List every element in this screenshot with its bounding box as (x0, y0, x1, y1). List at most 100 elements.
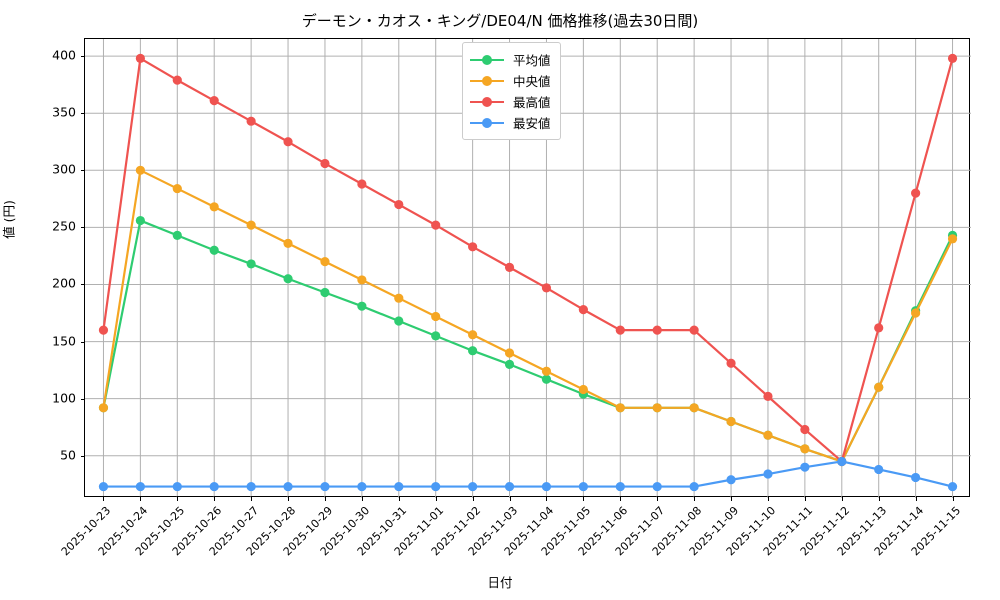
chart-legend: 平均値中央値最高値最安値 (462, 42, 561, 140)
data-point-marker (947, 234, 958, 244)
y-tick-label: 300 (52, 161, 76, 177)
x-tick-mark (435, 496, 437, 501)
x-tick-mark (140, 496, 142, 501)
data-point-marker (911, 308, 921, 318)
data-point-marker (504, 481, 515, 492)
chart-title: デーモン・カオス・キング/DE04/N 価格推移(過去30日間) (301, 12, 699, 30)
x-tick-mark (583, 496, 585, 501)
x-tick-mark (731, 496, 733, 501)
data-point-marker (504, 359, 515, 370)
y-tick-mark (80, 227, 85, 229)
data-point-marker (98, 325, 109, 335)
data-point-marker (689, 325, 699, 335)
x-tick-mark (952, 496, 954, 501)
data-point-marker (209, 481, 219, 492)
data-point-marker (468, 242, 478, 252)
x-tick-mark (694, 496, 696, 501)
data-point-marker (763, 469, 773, 479)
y-tick-mark (80, 284, 85, 286)
x-tick-mark (472, 496, 474, 501)
data-point-marker (504, 348, 515, 358)
data-point-marker (394, 481, 404, 492)
data-point-marker (320, 287, 330, 298)
y-tick-label: 200 (52, 275, 76, 291)
data-point-marker (874, 464, 884, 475)
data-point-marker (504, 262, 515, 272)
x-tick-mark (361, 496, 363, 501)
data-point-marker (357, 481, 367, 492)
data-point-marker (615, 325, 625, 335)
series-line (102, 460, 954, 488)
data-point-marker (947, 53, 958, 64)
data-point-marker (357, 301, 367, 311)
data-point-marker (468, 346, 478, 356)
series-line (102, 219, 954, 463)
y-tick-mark (80, 170, 85, 172)
legend-item[interactable]: 中央値 (470, 70, 551, 91)
data-point-marker (578, 384, 588, 395)
x-tick-mark (214, 496, 216, 501)
data-point-marker (431, 311, 441, 322)
data-point-marker (689, 481, 699, 492)
data-point-marker (394, 316, 404, 326)
data-point-marker (357, 179, 367, 189)
data-point-marker (431, 481, 441, 492)
data-point-marker (652, 481, 662, 492)
legend-swatch-icon (470, 53, 504, 67)
data-point-marker (98, 481, 109, 492)
legend-item[interactable]: 最高値 (470, 91, 551, 112)
y-tick-mark (80, 113, 85, 115)
data-point-marker (726, 416, 736, 427)
data-point-marker (652, 403, 662, 413)
data-point-marker (800, 444, 810, 454)
x-tick-mark (767, 496, 769, 501)
data-point-marker (431, 331, 441, 341)
x-tick-mark (915, 496, 917, 501)
data-point-marker (320, 158, 330, 169)
y-tick-mark (80, 398, 85, 400)
data-point-marker (209, 245, 219, 255)
data-point-marker (468, 330, 478, 340)
x-tick-mark (288, 496, 290, 501)
data-point-marker (246, 116, 256, 126)
data-point-marker (209, 96, 219, 106)
legend-dot-icon (482, 96, 492, 107)
data-point-marker (615, 403, 625, 413)
legend-dot-icon (482, 54, 492, 65)
y-tick-mark (80, 56, 85, 58)
legend-swatch-icon (470, 116, 504, 130)
data-point-marker (431, 220, 441, 230)
y-tick-label: 100 (52, 390, 76, 406)
y-tick-label: 400 (52, 47, 76, 63)
y-tick-mark (80, 341, 85, 343)
legend-item[interactable]: 平均値 (470, 49, 551, 70)
y-tick-label: 350 (52, 104, 76, 120)
legend-label: 最安値 (513, 116, 551, 131)
data-point-marker (357, 275, 367, 285)
x-tick-mark (841, 496, 843, 501)
data-point-marker (394, 199, 404, 210)
series-lines (98, 53, 958, 492)
data-point-marker (283, 274, 293, 284)
legend-label: 中央値 (513, 74, 551, 89)
x-axis-label: 日付 (487, 575, 513, 590)
x-tick-mark (251, 496, 253, 501)
data-point-marker (172, 481, 182, 492)
x-tick-mark (103, 496, 105, 501)
data-point-marker (135, 53, 145, 64)
data-point-marker (209, 202, 219, 212)
x-tick-mark (398, 496, 400, 501)
data-point-marker (320, 257, 330, 267)
data-point-marker (947, 481, 958, 492)
data-point-marker (874, 323, 884, 333)
y-tick-mark (80, 455, 85, 457)
legend-item[interactable]: 最安値 (470, 112, 551, 133)
data-point-marker (135, 481, 145, 492)
data-point-marker (135, 165, 145, 175)
data-point-marker (172, 75, 182, 85)
data-point-marker (689, 403, 699, 413)
data-point-marker (541, 283, 552, 293)
data-point-marker (652, 325, 662, 335)
data-point-marker (911, 472, 921, 483)
